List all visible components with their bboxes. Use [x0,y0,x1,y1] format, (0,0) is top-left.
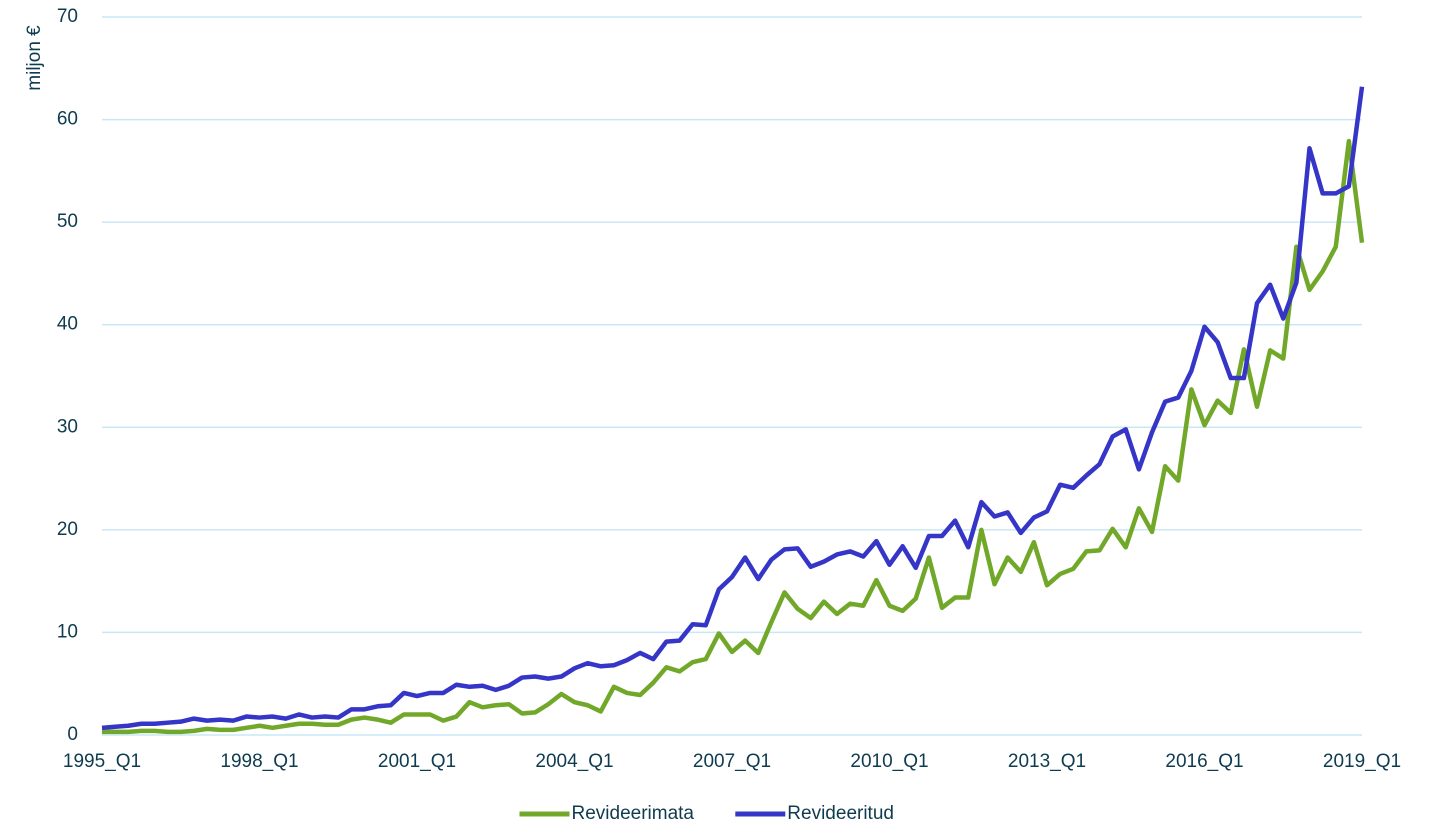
x-tick-label: 2016_Q1 [1165,751,1243,772]
y-tick-label: 0 [67,724,78,745]
x-tick-label: 1998_Q1 [220,751,298,772]
series-line [102,138,1365,735]
x-tick-label: 1995_Q1 [63,751,141,772]
x-tick-label: 2019_Q1 [1323,751,1401,772]
legend-item: Revideerimata [519,803,695,824]
series-line [101,86,1365,731]
x-tick-label: 2007_Q1 [693,751,771,772]
y-tick-label: 70 [57,6,78,27]
y-tick-label: 10 [57,621,78,642]
y-tick-label: 40 [57,314,78,335]
legend-label: Revideerimata [572,803,695,824]
x-tick-label: 2013_Q1 [1008,751,1086,772]
legend-item: Revideeritud [735,803,894,824]
x-tick-label: 2010_Q1 [850,751,928,772]
y-axis-label: miljon € [24,25,45,91]
y-tick-label: 50 [57,211,78,232]
y-tick-label: 30 [57,416,78,437]
legend-label: Revideeritud [787,803,894,824]
x-tick-label: 2001_Q1 [378,751,456,772]
y-tick-label: 20 [57,519,78,540]
x-tick-label: 2004_Q1 [535,751,613,772]
y-tick-label: 60 [57,109,78,130]
